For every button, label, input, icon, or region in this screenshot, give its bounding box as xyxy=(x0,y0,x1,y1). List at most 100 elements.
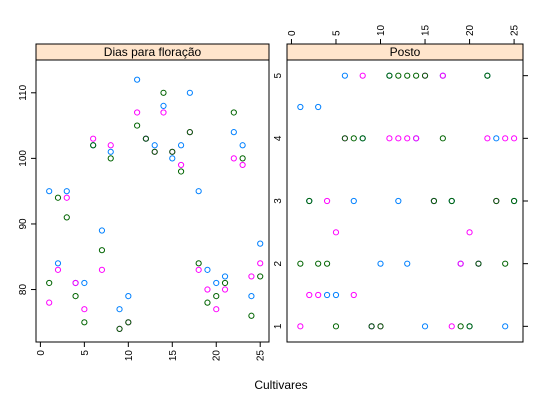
data-point xyxy=(332,323,340,330)
data-point xyxy=(186,129,193,136)
panel-frame xyxy=(35,59,270,343)
data-point xyxy=(107,142,114,149)
data-point xyxy=(430,197,438,205)
data-point xyxy=(46,188,53,195)
data-point xyxy=(413,72,420,79)
x-tick-label: 25 xyxy=(256,350,267,362)
data-point xyxy=(359,72,366,79)
data-point xyxy=(341,72,348,79)
data-point xyxy=(493,197,500,205)
data-point xyxy=(230,155,237,162)
data-point xyxy=(457,260,464,267)
data-point xyxy=(239,155,246,162)
data-point xyxy=(395,135,402,142)
x-tick-label: 15 xyxy=(168,350,179,362)
data-point xyxy=(160,102,167,110)
data-point xyxy=(404,135,411,142)
y-tick-label: 100 xyxy=(18,150,29,167)
data-point xyxy=(332,229,340,236)
data-point xyxy=(439,135,446,142)
data-point xyxy=(195,266,202,273)
data-point xyxy=(448,197,455,205)
data-point xyxy=(169,148,176,155)
y-tick-label: 80 xyxy=(18,284,29,296)
data-point xyxy=(421,323,429,330)
data-point xyxy=(98,266,106,273)
data-point xyxy=(377,260,384,267)
data-point xyxy=(510,197,518,205)
data-point xyxy=(125,292,132,300)
data-point xyxy=(177,168,185,175)
data-point xyxy=(54,194,62,201)
data-point xyxy=(502,260,509,267)
data-point xyxy=(332,291,340,299)
y-tick-label: 5 xyxy=(273,72,284,78)
data-point xyxy=(323,260,331,267)
data-point xyxy=(315,103,322,111)
data-point xyxy=(466,229,473,236)
x-tick-label: 0 xyxy=(287,30,298,36)
panel-title: Posto xyxy=(390,45,421,59)
x-tick-label: 20 xyxy=(465,24,476,36)
data-point xyxy=(116,306,123,313)
data-point xyxy=(195,188,202,195)
x-tick-label: 10 xyxy=(124,350,135,362)
data-point xyxy=(248,292,255,300)
panel-1: Dias para floração 0 5 10 15 20 25 80 90 100 110 xyxy=(18,43,270,362)
y-tick-label: 4 xyxy=(273,135,284,141)
data-point xyxy=(493,135,500,142)
data-point xyxy=(46,299,53,306)
x-tick-label: 15 xyxy=(421,24,432,36)
data-point xyxy=(395,197,402,205)
x-tick-label: 5 xyxy=(80,350,91,356)
data-point xyxy=(306,197,313,205)
data-point xyxy=(359,135,366,142)
data-point xyxy=(107,148,114,155)
data-point xyxy=(502,323,509,330)
data-point xyxy=(177,161,185,169)
data-point xyxy=(466,323,473,330)
data-point xyxy=(221,279,229,287)
data-point xyxy=(306,291,313,299)
data-point xyxy=(160,109,167,116)
data-point xyxy=(213,279,220,287)
data-point xyxy=(484,135,491,142)
data-point xyxy=(297,103,304,111)
data-point xyxy=(72,279,79,287)
data-point xyxy=(439,72,446,79)
data-point xyxy=(315,260,322,267)
data-point xyxy=(169,155,176,162)
data-point xyxy=(81,279,88,287)
data-point xyxy=(134,76,141,83)
data-point xyxy=(230,129,237,136)
x-tick-label: 20 xyxy=(212,350,223,362)
data-point xyxy=(90,135,97,142)
data-point xyxy=(195,260,202,267)
x-tick-label: 10 xyxy=(376,24,387,36)
data-point xyxy=(46,279,53,287)
data-point xyxy=(204,286,211,293)
y-tick-label: 1 xyxy=(273,323,284,329)
data-point xyxy=(116,325,123,332)
data-point xyxy=(81,306,88,313)
data-point xyxy=(323,291,331,299)
x-axis-label: Cultivares xyxy=(254,378,307,392)
data-point xyxy=(404,72,411,79)
y-tick-label: 3 xyxy=(273,198,284,204)
data-point xyxy=(160,89,167,96)
y-tick-label: 2 xyxy=(273,260,284,266)
data-point xyxy=(368,323,375,330)
data-point xyxy=(98,247,106,254)
data-point xyxy=(386,72,393,79)
data-point xyxy=(257,273,264,280)
data-point xyxy=(151,142,158,149)
data-point xyxy=(323,197,331,205)
data-point xyxy=(257,260,264,267)
data-point xyxy=(475,260,482,267)
data-point xyxy=(502,135,509,142)
data-point xyxy=(413,135,420,142)
data-point xyxy=(248,312,255,319)
data-point xyxy=(134,109,141,116)
data-point xyxy=(107,155,114,162)
